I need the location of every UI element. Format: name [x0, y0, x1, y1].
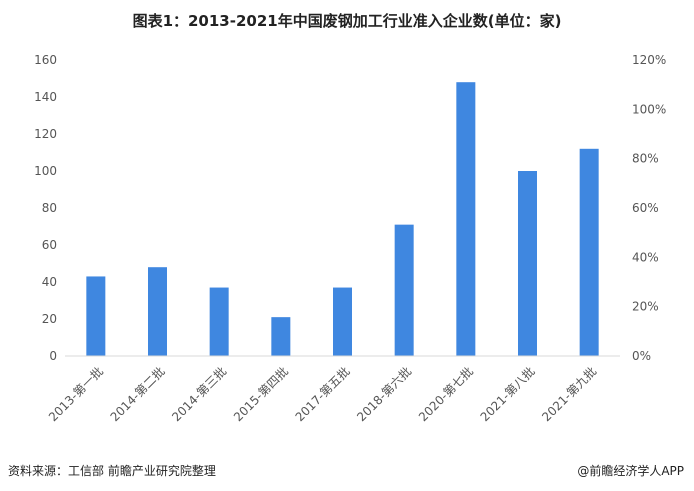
y-tick-label: 60	[42, 238, 57, 252]
bar-5	[333, 287, 352, 356]
bar-9	[579, 148, 599, 356]
bar-8	[518, 171, 537, 356]
bar-2	[148, 267, 167, 356]
bars	[86, 82, 599, 356]
y2-tick-label: 20%	[632, 300, 659, 314]
bar-3	[209, 287, 229, 356]
brand-credit: @前瞻经济学人APP	[577, 464, 684, 478]
bar-4	[271, 317, 291, 356]
x-tick-label: 2013-第一批	[45, 364, 106, 425]
y-tick-label: 40	[42, 275, 57, 289]
x-tick-label: 2014-第二批	[107, 364, 168, 425]
y-tick-label: 140	[34, 90, 57, 104]
y-tick-label: 120	[34, 127, 57, 141]
y-tick-label: 0	[49, 349, 57, 363]
bar-chart: 0 20 40 60 80 100 120 140 160 0% 20% 40% 60% 80% 100%…	[34, 53, 666, 425]
x-tick-label: 2014-第三批	[169, 364, 230, 425]
source-note: 资料来源：工信部 前瞻产业研究院整理	[8, 464, 216, 478]
secondary-y-axis-ticks: 0% 20% 40% 60% 80% 100% 120%	[632, 53, 666, 363]
y-axis-ticks: 0 20 40 60 80 100 120 140 160	[34, 53, 57, 363]
y-tick-label: 160	[34, 53, 57, 67]
bar-1	[86, 276, 106, 356]
x-tick-label: 2021-第九批	[539, 364, 600, 425]
chart-title: 图表1：2013-2021年中国废钢加工行业准入企业数(单位：家)	[132, 12, 562, 30]
bar-6	[394, 224, 414, 356]
x-tick-label: 2018-第六批	[354, 364, 415, 425]
y2-tick-label: 80%	[632, 152, 659, 166]
x-tick-label: 2015-第四批	[230, 364, 291, 425]
x-tick-label: 2020-第七批	[415, 364, 476, 425]
x-tick-label: 2017-第五批	[292, 364, 353, 425]
y-tick-label: 80	[42, 201, 57, 215]
y-tick-label: 100	[34, 164, 57, 178]
y2-tick-label: 60%	[632, 201, 659, 215]
y2-tick-label: 40%	[632, 250, 659, 264]
bar-7	[456, 82, 476, 356]
x-axis-ticks: 2013-第一批 2014-第二批 2014-第三批 2015-第四批 2017-第五批…	[45, 364, 599, 425]
y-tick-label: 20	[42, 312, 57, 326]
x-tick-label: 2021-第八批	[477, 364, 538, 425]
y2-tick-label: 0%	[632, 349, 651, 363]
y2-tick-label: 100%	[632, 102, 666, 116]
y2-tick-label: 120%	[632, 53, 666, 67]
